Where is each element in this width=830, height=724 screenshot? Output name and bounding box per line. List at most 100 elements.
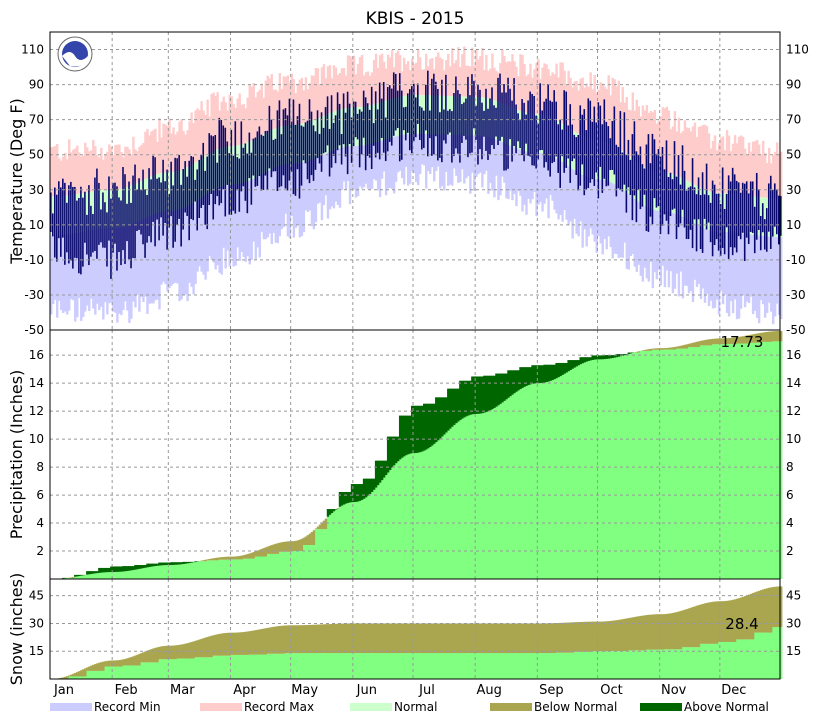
observed-temp-bar [208, 133, 210, 205]
observed-temp-bar [732, 168, 734, 255]
temp-tick-label-left: 50 [29, 148, 44, 162]
observed-temp-bar [301, 126, 303, 186]
observed-temp-bar [738, 182, 740, 236]
precip-tick-label-left: 14 [29, 376, 44, 390]
observed-temp-bar [547, 84, 549, 170]
legend-swatch [490, 703, 532, 711]
observed-temp-bar [495, 108, 497, 137]
observed-temp-bar [204, 171, 206, 225]
observed-temp-bar [239, 159, 241, 212]
observed-temp-bar [718, 193, 720, 250]
observed-temp-bar [339, 104, 341, 145]
observed-temp-bar [774, 183, 776, 226]
below-normal-bar [313, 530, 315, 545]
precip-total-annotation: 17.73 [721, 333, 764, 351]
observed-temp-bar [429, 111, 431, 139]
observed-temp-bar [178, 155, 180, 219]
observed-temp-bar [124, 174, 126, 264]
observed-temp-bar [60, 187, 62, 256]
observed-temp-bar [315, 131, 317, 170]
observed-temp-bar [122, 167, 124, 250]
observed-temp-bar [489, 98, 491, 154]
observed-temp-bar [722, 168, 724, 248]
month-label: Mar [170, 683, 195, 698]
observed-temp-bar [509, 89, 511, 139]
observed-temp-bar [140, 190, 142, 235]
observed-temp-bar [694, 187, 696, 219]
observed-temp-bar [684, 171, 686, 228]
observed-temp-bar [612, 121, 614, 170]
noaa-logo-icon [58, 37, 92, 71]
observed-temp-bar [126, 204, 128, 241]
observed-temp-bar [640, 146, 642, 209]
observed-temp-bar [642, 164, 644, 206]
observed-temp-bar [226, 141, 228, 184]
snow-tick-label-right: 30 [786, 616, 801, 630]
below-normal-bar [337, 508, 339, 509]
month-label: May [291, 683, 318, 698]
temp-tick-label-right: -30 [786, 288, 806, 302]
temp-tick-label-right: -10 [786, 253, 806, 267]
observed-temp-bar [515, 104, 517, 153]
observed-temp-bar [668, 177, 670, 234]
observed-temp-bar [728, 175, 730, 259]
observed-temp-bar [696, 194, 698, 251]
observed-temp-bar [491, 87, 493, 145]
legend-label: Below Normal [534, 700, 617, 714]
observed-temp-bar [600, 106, 602, 167]
observed-temp-bar [700, 195, 702, 249]
observed-temp-bar [120, 200, 122, 265]
observed-temp-bar [66, 203, 68, 253]
below-normal-bar [638, 351, 640, 352]
observed-temp-bar [365, 97, 367, 170]
month-label: Nov [661, 683, 687, 698]
observed-temp-bar [589, 101, 591, 183]
month-label: Apr [233, 683, 256, 698]
observed-temp-bar [437, 89, 439, 160]
temp-tick-label-left: -50 [24, 323, 44, 337]
observed-temp-bar [397, 91, 399, 128]
observed-temp-bar [766, 208, 768, 252]
observed-temp-bar [543, 102, 545, 168]
observed-temp-bar [359, 109, 361, 167]
observed-temp-bar [740, 193, 742, 239]
temp-tick-label-left: 10 [29, 218, 44, 232]
observed-temp-bar [313, 125, 315, 180]
observed-temp-bar [626, 155, 628, 213]
observed-temp-bar [427, 71, 429, 157]
observed-temp-bar [172, 185, 174, 247]
observed-temp-bar [772, 190, 774, 237]
observed-temp-bar [672, 179, 674, 210]
observed-temp-bar [321, 112, 323, 171]
observed-temp-bar [748, 193, 750, 244]
observed-temp-bar [241, 121, 243, 191]
observed-temp-bar [620, 111, 622, 190]
observed-temp-bar [72, 187, 74, 269]
observed-temp-bar [186, 177, 188, 216]
observed-temp-bar [152, 156, 154, 222]
month-label: Jan [53, 683, 74, 698]
temp-ylabel: Temperature (Deg F) [7, 98, 26, 265]
observed-temp-bar [222, 125, 224, 189]
month-label: Dec [721, 683, 746, 698]
observed-temp-bar [622, 153, 624, 192]
observed-temp-bar [237, 157, 239, 190]
temp-tick-label-right: 30 [786, 183, 801, 197]
observed-temp-bar [457, 90, 459, 153]
observed-temp-bar [132, 176, 134, 258]
observed-temp-bar [604, 99, 606, 178]
observed-temp-bar [714, 185, 716, 245]
observed-temp-bar [465, 99, 467, 140]
observed-temp-bar [243, 148, 245, 187]
observed-temp-bar [497, 78, 499, 145]
observed-temp-bar [130, 203, 132, 268]
observed-temp-bar [401, 91, 403, 160]
temp-tick-label-right: 70 [786, 113, 801, 127]
observed-temp-bar [704, 194, 706, 219]
precip-ylabel: Precipitation (Inches) [7, 370, 26, 540]
observed-temp-bar [285, 108, 287, 188]
observed-temp-bar [138, 178, 140, 230]
observed-temp-bar [76, 201, 78, 259]
observed-temp-bar [608, 126, 610, 186]
